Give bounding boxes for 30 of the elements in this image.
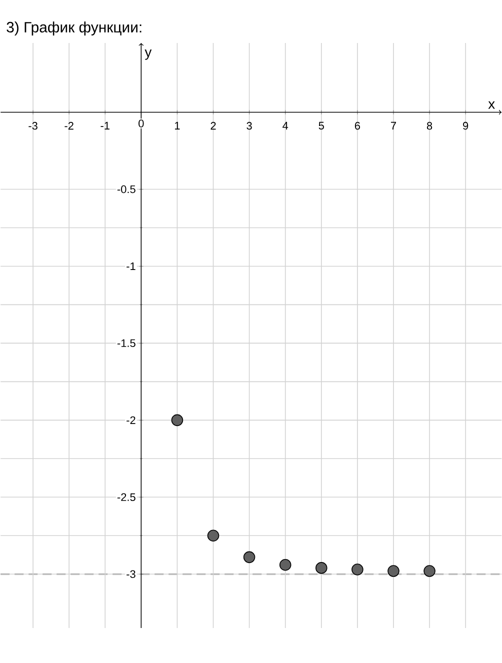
x-tick-label: 6 [354, 122, 360, 130]
x-tick-label: 5 [318, 122, 324, 130]
x-tick-label: 4 [282, 122, 288, 130]
x-tick-label: -1 [100, 122, 110, 130]
x-tick-label: 7 [390, 122, 396, 130]
point [387, 565, 400, 577]
y-tick-label: -3 [126, 570, 136, 578]
y-tick-label: -0.5 [117, 185, 136, 194]
point [207, 530, 220, 542]
chart-title: 3) График функции: [6, 22, 142, 36]
x-tick-label: -2 [64, 122, 74, 130]
point [243, 551, 256, 564]
point [171, 414, 184, 426]
y-tick-label: -1.5 [117, 339, 136, 348]
point [279, 558, 292, 571]
point [315, 562, 328, 574]
x-tick-label: 3 [246, 122, 252, 130]
point [351, 564, 364, 576]
x-axis-title: x [488, 101, 495, 109]
x-tick-label: 8 [426, 122, 432, 130]
y-tick-label: -2.5 [117, 493, 136, 502]
point [424, 565, 436, 577]
x-tick-label: 9 [462, 122, 468, 130]
x-tick-label: 0 [138, 120, 144, 128]
y-tick-label: -1 [126, 262, 136, 270]
x-tick-label: 2 [210, 122, 216, 130]
y-axis-title: y [144, 50, 152, 60]
x-tick-label: 1 [174, 122, 180, 130]
y-tick-label: -2 [126, 416, 136, 424]
x-tick-label: -3 [28, 122, 38, 130]
